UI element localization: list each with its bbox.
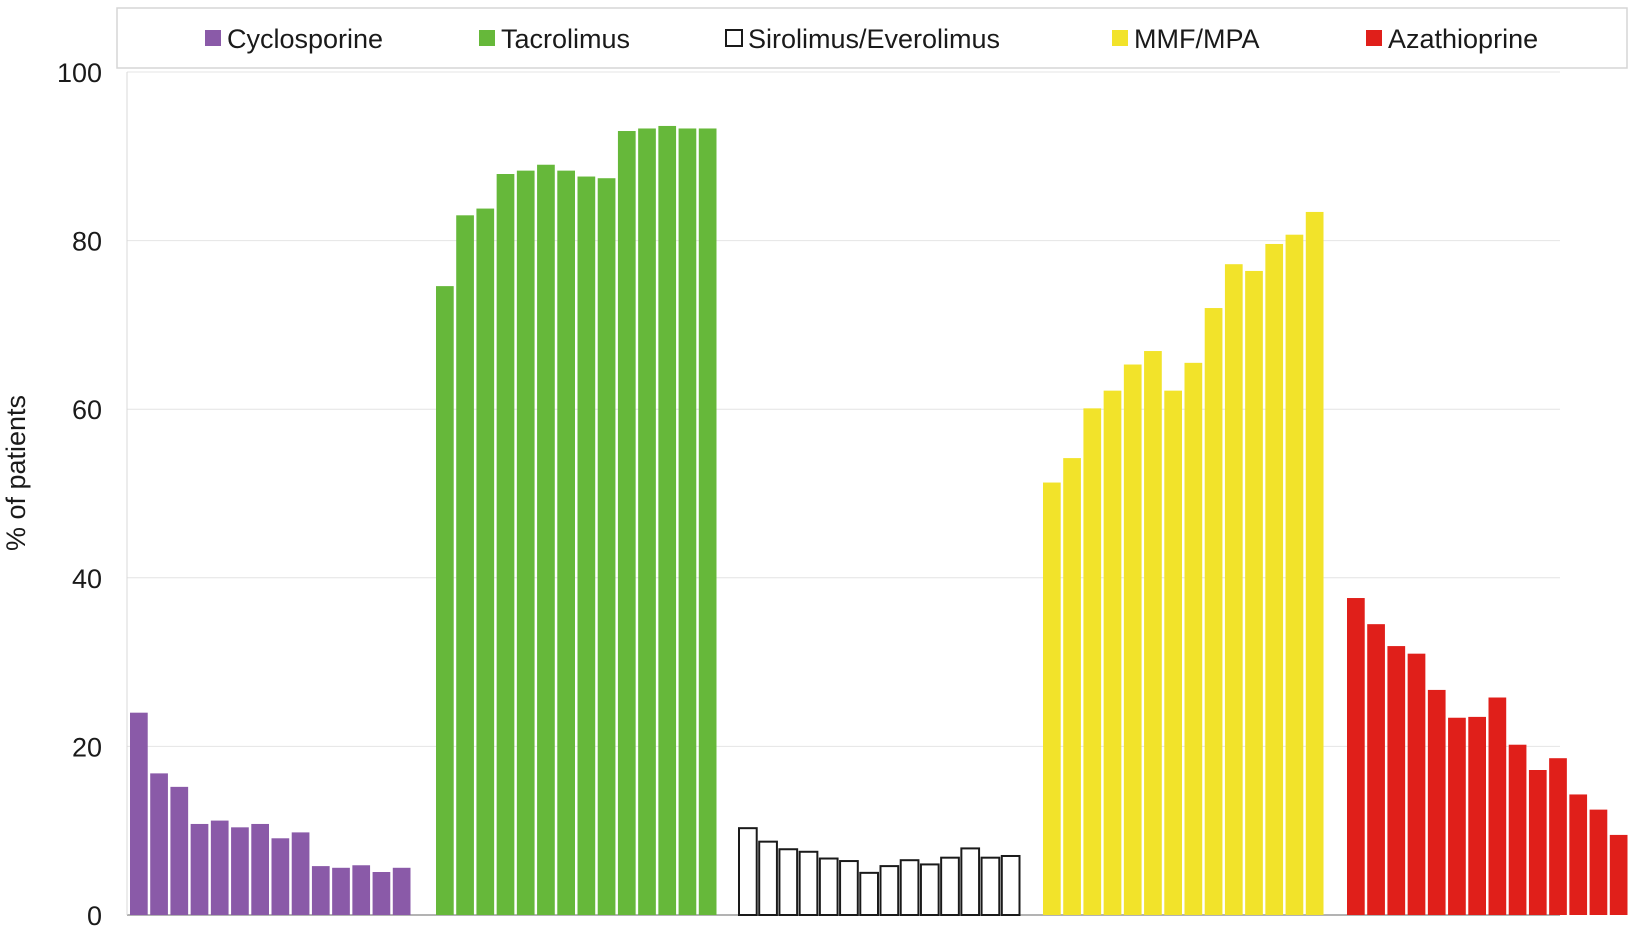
- bar-cyclosporine-7: [251, 823, 269, 915]
- bar-cyclosporine-2: [150, 773, 168, 915]
- bar-mmf-mpa-5: [1123, 364, 1142, 915]
- bar-sirolimus-everolimus-2: [758, 840, 778, 916]
- bar-azathioprine-3: [1387, 646, 1406, 915]
- bar-tacrolimus-8: [577, 176, 596, 916]
- bar-tacrolimus-11: [638, 128, 656, 915]
- bar-cyclosporine-13: [372, 872, 391, 915]
- y-axis: 0 20 40 60 80 100: [57, 58, 128, 927]
- legend: Cyclosporine Tacrolimus Sirolimus/Everolim…: [116, 7, 1628, 69]
- bar-tacrolimus-4: [496, 174, 515, 916]
- y-tick-label-0: 0: [87, 901, 102, 927]
- y-axis-title: % of patients: [1, 395, 31, 551]
- bar-tacrolimus-9: [597, 178, 616, 915]
- bar-sirolimus-everolimus-8: [879, 865, 900, 917]
- bar-cyclosporine-9: [291, 832, 310, 915]
- bar-tacrolimus-10: [617, 131, 636, 915]
- bar-azathioprine-12: [1569, 794, 1588, 915]
- bar-sirolimus-everolimus-7: [859, 871, 879, 916]
- bar-sirolimus-everolimus-6: [839, 860, 859, 916]
- bar-tacrolimus-7: [557, 170, 575, 916]
- legend-label-cyclosporine: Cyclosporine: [227, 24, 383, 54]
- bar-sirolimus-everolimus-12: [960, 847, 981, 917]
- legend-swatch-tacrolimus: [479, 30, 495, 46]
- bar-cyclosporine-5: [210, 820, 229, 915]
- bar-sirolimus-everolimus-9: [899, 859, 920, 917]
- series-mmf-mpa: [1043, 211, 1324, 916]
- bar-sirolimus-everolimus-10: [919, 863, 940, 916]
- bar-mmf-mpa-3: [1083, 408, 1102, 915]
- bar-cyclosporine-1: [130, 712, 148, 915]
- bar-cyclosporine-10: [311, 866, 330, 915]
- bar-tacrolimus-1: [436, 286, 454, 915]
- legend-swatch-azathioprine: [1366, 30, 1382, 46]
- y-tick-label-100: 100: [57, 58, 102, 88]
- bar-mmf-mpa-14: [1305, 211, 1324, 916]
- bar-tacrolimus-13: [678, 128, 697, 915]
- legend-swatch-mmf-mpa: [1112, 30, 1128, 46]
- bar-azathioprine-5: [1427, 689, 1446, 915]
- bar-sirolimus-everolimus-5: [818, 857, 839, 916]
- bar-mmf-mpa-12: [1265, 243, 1284, 916]
- bar-mmf-mpa-1: [1043, 482, 1061, 915]
- bar-azathioprine-14: [1609, 834, 1628, 915]
- bar-mmf-mpa-7: [1164, 390, 1182, 915]
- series-cyclosporine: [130, 712, 411, 915]
- bar-azathioprine-10: [1528, 770, 1547, 915]
- bar-azathioprine-7: [1468, 716, 1486, 915]
- legend-label-tacrolimus: Tacrolimus: [501, 24, 630, 54]
- bar-azathioprine-11: [1549, 758, 1567, 915]
- bar-azathioprine-13: [1589, 809, 1608, 915]
- bar-mmf-mpa-2: [1063, 458, 1081, 915]
- legend-label-mmf-mpa: MMF/MPA: [1134, 24, 1259, 54]
- bar-azathioprine-8: [1488, 697, 1507, 915]
- series-sirolimus-everolimus: [738, 827, 1021, 917]
- y-tick-label-40: 40: [72, 564, 102, 594]
- bar-cyclosporine-8: [271, 838, 290, 915]
- bar-azathioprine-4: [1407, 653, 1426, 915]
- y-tick-label-20: 20: [72, 732, 102, 762]
- bar-tacrolimus-14: [698, 128, 717, 915]
- bar-tacrolimus-5: [516, 170, 535, 916]
- bar-cyclosporine-14: [392, 867, 411, 915]
- legend-label-azathioprine: Azathioprine: [1388, 24, 1538, 54]
- bar-sirolimus-everolimus-4: [798, 850, 819, 917]
- bar-sirolimus-everolimus-14: [1000, 854, 1021, 916]
- bar-mmf-mpa-8: [1184, 362, 1203, 916]
- series-tacrolimus: [436, 125, 717, 916]
- bar-mmf-mpa-11: [1245, 270, 1263, 915]
- bar-sirolimus-everolimus-1: [738, 827, 758, 917]
- bar-mmf-mpa-6: [1144, 351, 1162, 916]
- legend-swatch-sirolimus-everolimus: [725, 29, 743, 47]
- bar-sirolimus-everolimus-11: [940, 856, 960, 917]
- bar-sirolimus-everolimus-13: [980, 856, 1001, 917]
- bar-tacrolimus-12: [658, 125, 677, 915]
- bar-mmf-mpa-4: [1103, 390, 1122, 915]
- bar-azathioprine-9: [1508, 744, 1527, 915]
- bar-cyclosporine-4: [190, 823, 209, 915]
- legend-label-sirolimus-everolimus: Sirolimus/Everolimus: [748, 24, 1000, 54]
- y-tick-label-60: 60: [72, 395, 102, 425]
- bar-tacrolimus-3: [476, 208, 495, 916]
- bar-azathioprine-2: [1367, 624, 1385, 915]
- series-azathioprine: [1347, 598, 1628, 915]
- bar-cyclosporine-12: [352, 865, 371, 915]
- gridlines: [127, 71, 1560, 916]
- bar-sirolimus-everolimus-3: [778, 848, 799, 916]
- bar-azathioprine-6: [1448, 717, 1466, 915]
- bar-mmf-mpa-10: [1224, 264, 1243, 916]
- y-tick-label-80: 80: [72, 227, 102, 257]
- bar-tacrolimus-2: [456, 215, 474, 915]
- legend-swatch-cyclosporine: [205, 30, 221, 46]
- bar-cyclosporine-3: [170, 786, 189, 915]
- bar-cyclosporine-6: [231, 827, 249, 915]
- bar-mmf-mpa-13: [1285, 234, 1304, 916]
- bars: [130, 125, 1628, 917]
- bar-azathioprine-1: [1347, 598, 1365, 915]
- bar-cyclosporine-11: [332, 867, 350, 915]
- bar-tacrolimus-6: [537, 164, 555, 916]
- bar-mmf-mpa-9: [1204, 308, 1223, 915]
